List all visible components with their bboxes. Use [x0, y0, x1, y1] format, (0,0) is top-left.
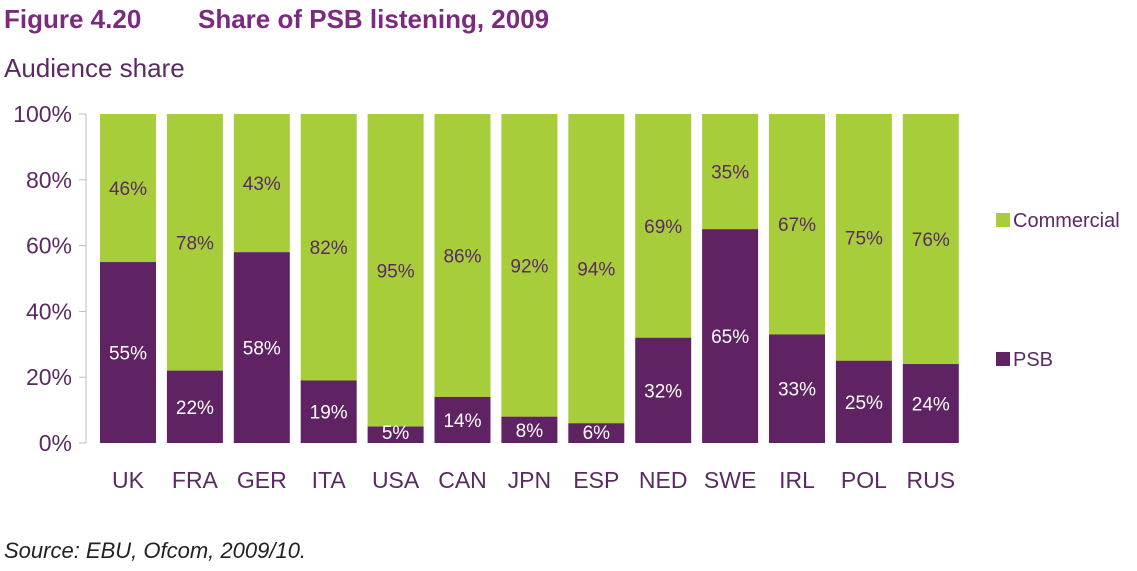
data-label-commercial: 43% — [243, 174, 281, 195]
bar-psb — [501, 416, 558, 443]
legend-swatch — [996, 213, 1010, 227]
data-label-psb: 8% — [516, 421, 544, 442]
bar-psb — [635, 337, 692, 443]
bar-psb — [568, 423, 625, 443]
data-label-commercial: 35% — [711, 163, 749, 184]
bar-commercial — [702, 114, 759, 230]
bar-commercial — [501, 114, 558, 417]
bar-psb — [166, 370, 223, 443]
data-label-commercial: 92% — [510, 256, 548, 277]
data-label-psb: 55% — [109, 344, 147, 365]
data-label-psb: 25% — [845, 393, 883, 414]
bar-commercial — [434, 114, 491, 397]
data-label-commercial: 46% — [109, 179, 147, 200]
data-label-commercial: 78% — [176, 233, 214, 254]
y-tick-label: 80% — [26, 167, 72, 193]
data-label-psb: 22% — [176, 398, 214, 419]
bar-commercial — [300, 114, 357, 381]
y-tick-label: 20% — [26, 364, 72, 390]
x-category-label: NED — [639, 467, 688, 493]
bar-commercial — [635, 114, 692, 338]
x-category-label: FRA — [172, 467, 219, 493]
bar-psb — [300, 380, 357, 443]
data-label-commercial: 82% — [310, 238, 348, 259]
data-label-commercial: 76% — [912, 230, 950, 251]
x-category-label: ESP — [573, 467, 619, 493]
bar-commercial — [233, 114, 290, 253]
x-category-label: JPN — [508, 467, 551, 493]
x-axis: UK FRA GER ITA USA CAN JPN ESP NED SWE IRL POL RUS — [112, 467, 955, 493]
bar-psb — [835, 360, 892, 443]
data-label-psb: 6% — [583, 423, 611, 444]
data-label-psb: 24% — [912, 395, 950, 416]
data-label-commercial: 67% — [778, 215, 816, 236]
figure-number: Figure 4.20 — [4, 4, 142, 34]
bar-commercial — [367, 114, 424, 427]
bar-commercial — [835, 114, 892, 361]
legend-swatch — [996, 352, 1010, 366]
data-label-psb: 33% — [778, 380, 816, 401]
bar-commercial — [100, 114, 156, 263]
data-label-commercial: 75% — [845, 228, 883, 249]
x-category-label: UK — [112, 467, 145, 493]
y-tick-label: 100% — [13, 101, 72, 127]
y-tick-label: 0% — [39, 430, 72, 456]
x-category-label: GER — [237, 467, 287, 493]
data-label-commercial: 94% — [577, 260, 615, 281]
data-label-psb: 58% — [243, 339, 281, 360]
y-tick-label: 60% — [26, 233, 72, 259]
bar-commercial — [166, 114, 223, 371]
legend-label: PSB — [1013, 349, 1053, 371]
data-label-psb: 5% — [382, 423, 410, 444]
chart-subtitle: Audience share — [4, 53, 185, 83]
y-tick-label: 40% — [26, 298, 72, 324]
x-category-label: ITA — [312, 467, 347, 493]
data-labels: 46% 55% 78% 22% 43% 58% 82% 19% 95% 5% 86% 14% 92% 8%… — [109, 163, 950, 444]
x-category-label: RUS — [907, 467, 956, 493]
bar-psb — [367, 426, 424, 443]
bar-commercial — [568, 114, 625, 424]
x-category-label: SWE — [704, 467, 756, 493]
data-label-psb: 32% — [644, 381, 682, 402]
x-category-label: USA — [372, 467, 420, 493]
data-label-commercial: 95% — [377, 261, 415, 282]
source-note: Source: EBU, Ofcom, 2009/10. — [4, 538, 307, 563]
bar-psb — [233, 252, 290, 443]
bar-psb — [702, 229, 759, 443]
data-label-psb: 14% — [443, 411, 481, 432]
data-label-commercial: 86% — [443, 246, 481, 267]
bar-commercial — [902, 114, 959, 365]
bar-psb — [434, 396, 491, 443]
data-label-commercial: 69% — [644, 217, 682, 238]
bar-psb — [769, 334, 825, 443]
bars — [100, 114, 959, 443]
y-axis: 0% 20% 40% 60% 80% 100% — [13, 101, 87, 456]
bar-psb — [902, 364, 959, 443]
figure-title: Share of PSB listening, 2009 — [198, 4, 550, 34]
legend-label: Commercial — [1013, 210, 1120, 232]
x-category-label: CAN — [438, 467, 487, 493]
x-category-label: IRL — [779, 467, 815, 493]
x-category-label: POL — [841, 467, 887, 493]
data-label-psb: 19% — [310, 403, 348, 424]
data-label-psb: 65% — [711, 327, 749, 348]
bar-commercial — [769, 114, 825, 335]
bar-psb — [100, 262, 156, 443]
legend: Commercial PSB — [996, 210, 1120, 371]
